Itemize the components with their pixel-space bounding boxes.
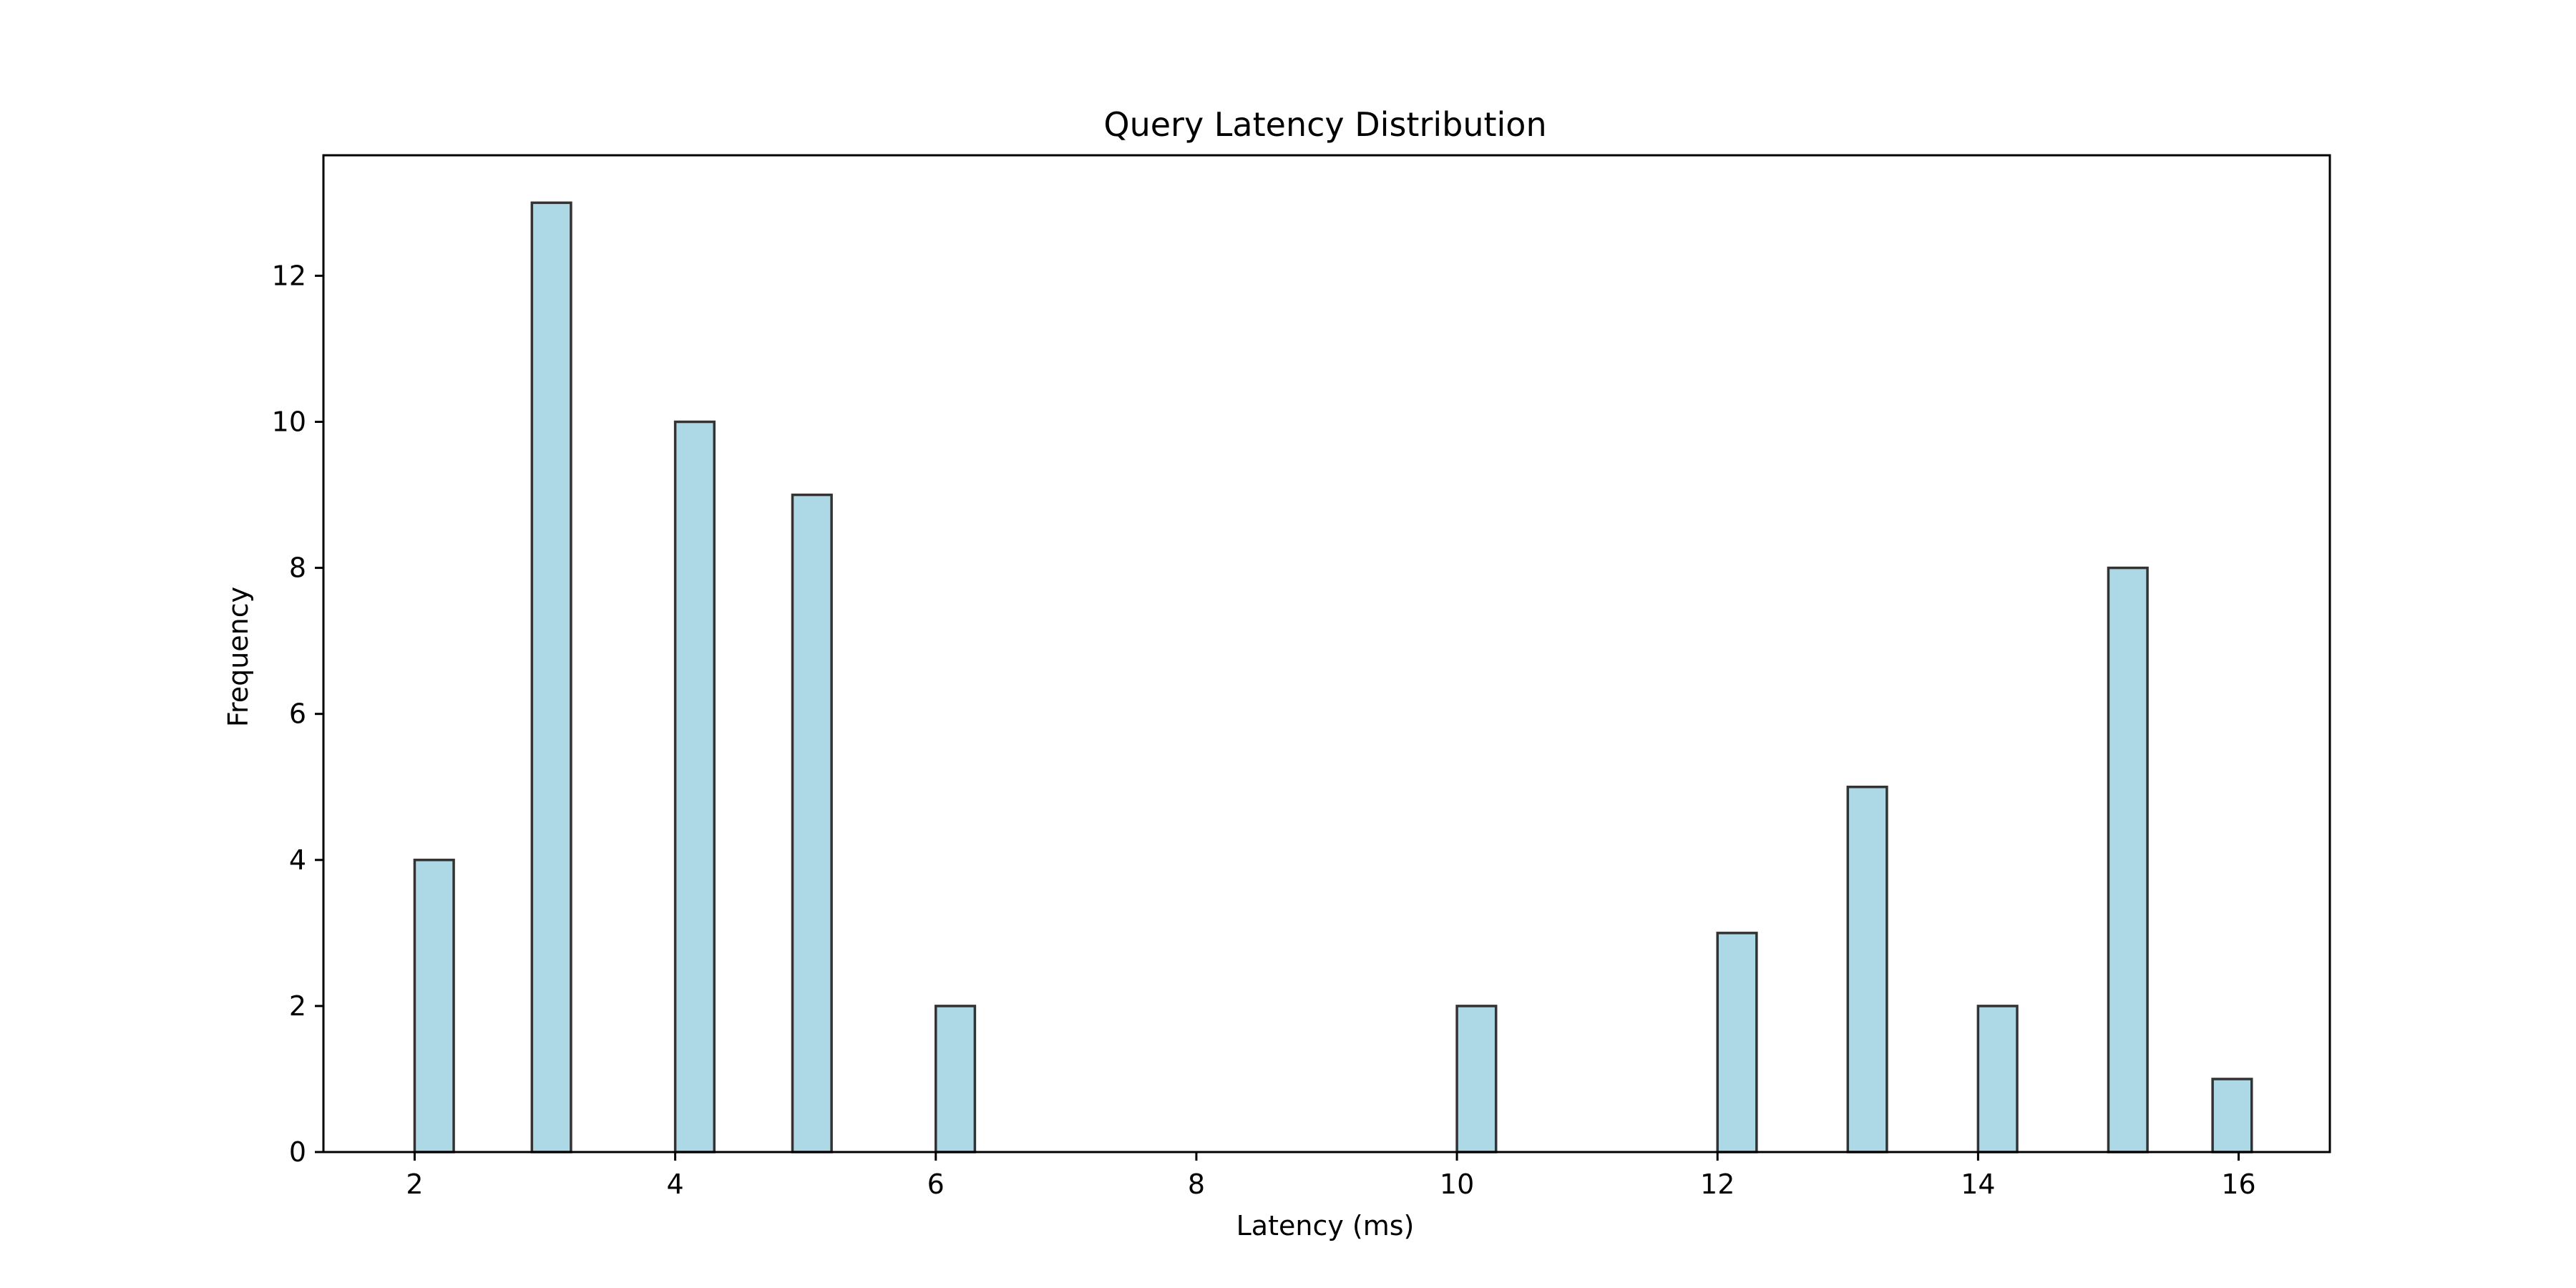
histogram-bar-6 [1455, 1005, 1498, 1153]
bars-layer [413, 201, 2253, 1153]
histogram-bar-5 [935, 1005, 977, 1153]
histogram-bar-2 [530, 201, 572, 1153]
y-tick-label: 12 [272, 260, 306, 291]
histogram-bar-10 [2107, 566, 2149, 1153]
y-axis-ticks: 0 2 4 6 8 10 12 [272, 260, 323, 1168]
x-tick-label: 6 [927, 1169, 945, 1200]
x-tick-label: 4 [667, 1169, 684, 1200]
y-tick-label: 10 [272, 406, 306, 437]
y-tick-label: 6 [289, 698, 306, 730]
chart-title: Query Latency Distribution [1103, 105, 1546, 144]
histogram-bar-11 [2211, 1078, 2253, 1153]
histogram-bar-1 [413, 859, 455, 1153]
x-tick-label: 10 [1440, 1169, 1474, 1200]
histogram-bar-9 [1976, 1005, 2019, 1153]
x-axis-ticks: 2 4 6 8 10 12 14 16 [406, 1152, 2256, 1200]
y-tick-label: 8 [289, 552, 306, 584]
x-tick-label: 2 [406, 1169, 423, 1200]
histogram-bar-8 [1846, 785, 1888, 1153]
y-tick-label: 2 [289, 990, 306, 1022]
x-axis-label: Latency (ms) [1236, 1210, 1415, 1241]
plot-area-frame [322, 154, 2331, 1153]
y-tick-label: 4 [289, 844, 306, 876]
x-tick-label: 12 [1700, 1169, 1735, 1200]
x-tick-label: 16 [2221, 1169, 2255, 1200]
y-axis-label: Frequency [223, 587, 254, 727]
x-tick-label: 8 [1188, 1169, 1205, 1200]
histogram-bar-4 [791, 493, 833, 1153]
histogram-bar-3 [673, 420, 716, 1153]
x-tick-label: 14 [1961, 1169, 1995, 1200]
y-tick-label: 0 [289, 1136, 306, 1168]
histogram-bar-7 [1716, 932, 1758, 1153]
